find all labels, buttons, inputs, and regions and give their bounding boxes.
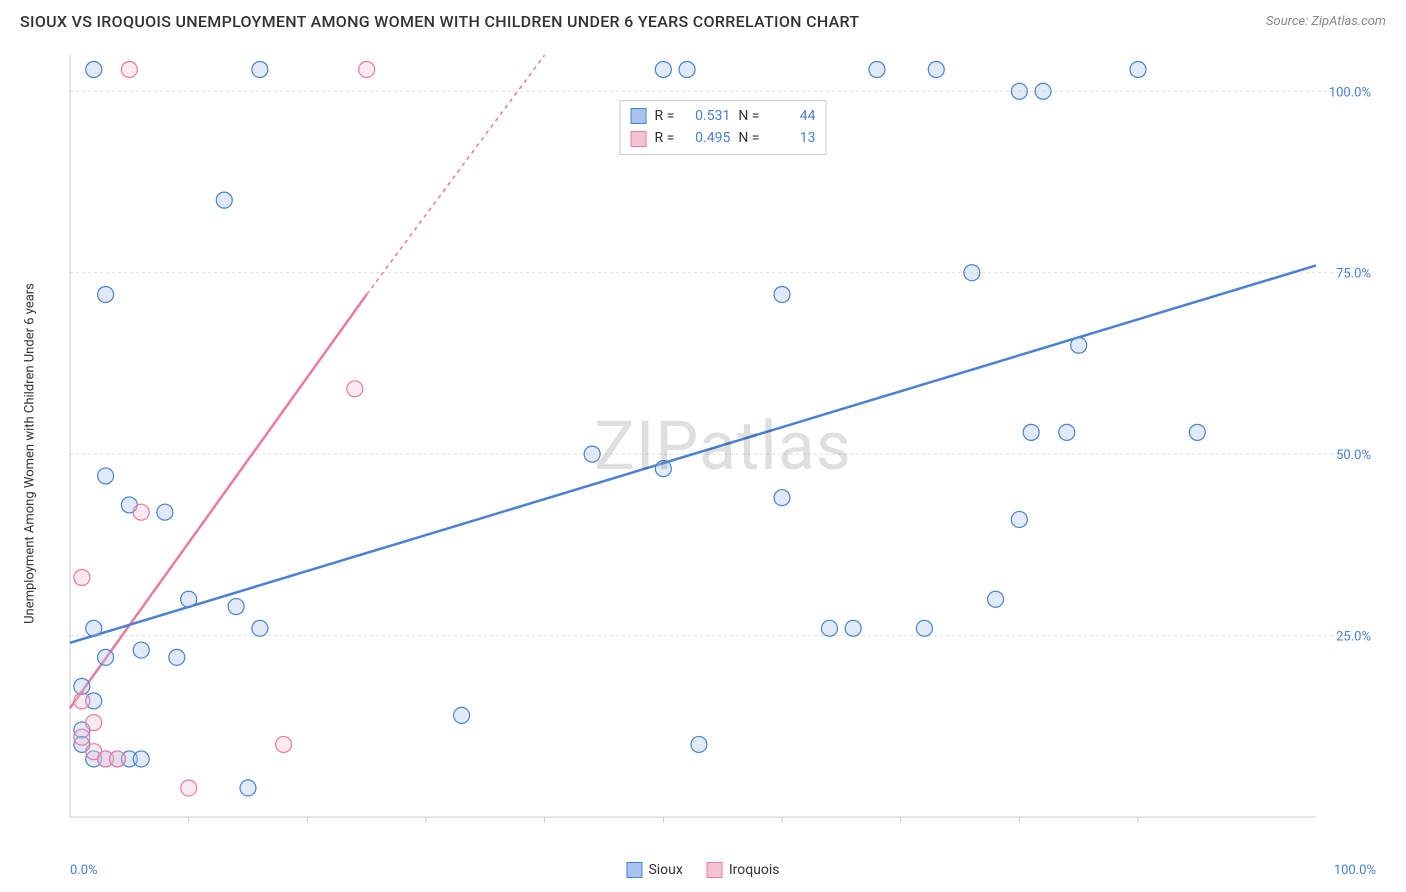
svg-text:75.0%: 75.0% — [1336, 267, 1371, 282]
swatch-iroquois-bottom — [707, 862, 723, 878]
correlation-legend: R = 0.531 N = 44 R = 0.495 N = 13 — [620, 100, 827, 155]
swatch-sioux — [631, 108, 647, 124]
label-r: R = — [655, 105, 675, 127]
label-r: R = — [655, 127, 675, 149]
legend-label-iroquois: Iroquois — [729, 862, 780, 878]
scatter-plot-svg: 25.0% 50.0% 75.0% 100.0% — [60, 45, 1386, 847]
x-axis-max-label: 100.0% — [1334, 863, 1376, 878]
x-axis-min-label: 0.0% — [70, 863, 98, 878]
y-axis-label: Unemployment Among Women with Children U… — [23, 283, 38, 624]
legend-row-iroquois: R = 0.495 N = 13 — [631, 127, 816, 149]
svg-text:100.0%: 100.0% — [1329, 85, 1371, 100]
source-attribution: Source: ZipAtlas.com — [1266, 14, 1386, 29]
svg-text:25.0%: 25.0% — [1336, 630, 1371, 645]
swatch-sioux-bottom — [626, 862, 642, 878]
legend-label-sioux: Sioux — [648, 862, 682, 878]
value-r-iroquois: 0.495 — [682, 127, 730, 149]
legend-row-sioux: R = 0.531 N = 44 — [631, 105, 816, 127]
series-legend: Sioux Iroquois — [626, 862, 779, 878]
swatch-iroquois — [631, 131, 647, 147]
legend-item-iroquois: Iroquois — [707, 862, 780, 878]
value-n-iroquois: 13 — [767, 127, 815, 149]
value-n-sioux: 44 — [767, 105, 815, 127]
value-r-sioux: 0.531 — [682, 105, 730, 127]
label-n: N = — [738, 127, 759, 149]
label-n: N = — [738, 105, 759, 127]
chart-area: 25.0%50.0%75.0%100.0% ZIPatlas R = 0.531… — [60, 45, 1386, 847]
svg-text:50.0%: 50.0% — [1336, 448, 1371, 463]
legend-item-sioux: Sioux — [626, 862, 682, 878]
chart-title: SIOUX VS IROQUOIS UNEMPLOYMENT AMONG WOM… — [20, 12, 859, 31]
